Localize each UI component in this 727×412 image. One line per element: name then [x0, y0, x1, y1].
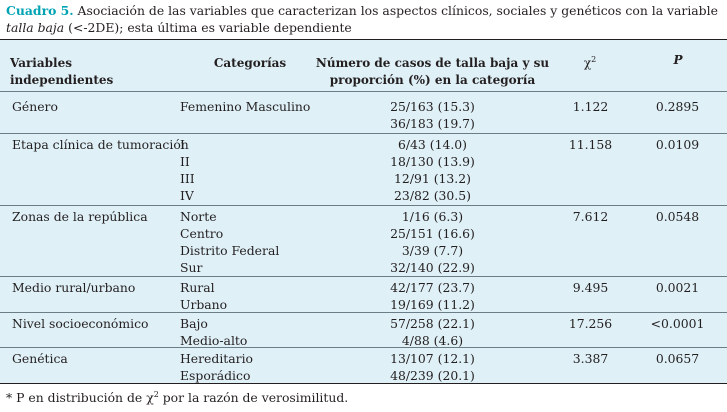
table-caption: Cuadro 5. Asociación de las variables qu…: [6, 2, 722, 36]
row-category: Distrito Federal: [180, 243, 280, 258]
row-variable: Nivel socioeconómico: [12, 316, 149, 331]
footnote-text-before: * P en distribución de: [6, 390, 147, 405]
row-cases: 3/39 (7.7): [401, 243, 464, 258]
row-category: IV: [180, 188, 194, 203]
header-rule: [0, 91, 727, 92]
row-cases: 18/130 (13.9): [390, 154, 475, 169]
row-category: Bajo: [180, 316, 208, 331]
row-category: Sur: [180, 260, 203, 275]
row-divider: [0, 347, 727, 348]
row-category: Femenino Masculino: [180, 99, 311, 114]
row-cases: 36/183 (19.7): [390, 116, 475, 131]
row-p-value: 0.0021: [655, 280, 700, 295]
row-p-value: 0.2895: [655, 99, 700, 114]
row-chi-square: 17.256: [568, 316, 613, 331]
row-category: Medio-alto: [180, 333, 248, 348]
header-categories: Categorías: [213, 56, 287, 70]
table-top-rule: [0, 39, 727, 40]
row-p-value: <0.0001: [650, 316, 705, 331]
caption-text-before: Asociación de las variables que caracter…: [73, 3, 718, 18]
row-category: III: [180, 171, 195, 186]
row-cases: 57/258 (22.1): [390, 316, 475, 331]
row-cases: 19/169 (11.2): [390, 297, 475, 312]
header-variables: Variables independientes: [10, 56, 114, 87]
row-chi-square: 7.612: [572, 209, 609, 224]
row-p-value: 0.0109: [655, 137, 700, 152]
row-chi-square: 3.387: [572, 351, 609, 366]
row-category: Centro: [180, 226, 224, 241]
row-cases: 25/151 (16.6): [390, 226, 475, 241]
data-table: Variables independientes Categorías Núme…: [0, 39, 727, 384]
row-p-value: 0.0548: [655, 209, 700, 224]
row-cases: 12/91 (13.2): [394, 171, 471, 186]
row-cases: 23/82 (30.5): [394, 188, 471, 203]
header-chi-square: χ2: [560, 55, 620, 72]
row-cases: 13/107 (12.1): [390, 351, 475, 366]
row-cases: 32/140 (22.9): [390, 260, 475, 275]
row-chi-square: 1.122: [572, 99, 609, 114]
row-cases: 42/177 (23.7): [390, 280, 475, 295]
row-p-value: 0.0657: [655, 351, 700, 366]
footnote-text-after: por la razón de verosimilitud.: [158, 390, 349, 405]
header-chi-superscript: 2: [591, 55, 597, 64]
row-category: II: [180, 154, 190, 169]
caption-label: Cuadro 5.: [6, 3, 74, 18]
header-cases-line2: proporción (%) en la categoría: [329, 73, 536, 87]
row-cases: 1/16 (6.3): [401, 209, 464, 224]
row-category: Rural: [180, 280, 215, 295]
row-category: Norte: [180, 209, 217, 224]
row-cases: 6/43 (14.0): [397, 137, 468, 152]
row-divider: [0, 205, 727, 206]
header-p: P: [673, 53, 683, 67]
row-category: Esporádico: [180, 368, 251, 383]
footnote-chi-superscript: 2: [153, 389, 159, 399]
row-variable: Genética: [12, 351, 68, 366]
row-category: Urbano: [180, 297, 228, 312]
row-cases: 25/163 (15.3): [390, 99, 475, 114]
row-variable: Etapa clínica de tumoración: [12, 137, 189, 152]
header-cases: Número de casos de talla baja y su propo…: [310, 55, 555, 89]
header-chi-symbol: χ: [583, 56, 592, 70]
caption-text-after: (<-2DE); esta última es variable dependi…: [64, 20, 352, 35]
footnote: * P en distribución de χ2 por la razón d…: [6, 389, 348, 406]
table-bottom-rule: [0, 383, 727, 384]
row-cases: 4/88 (4.6): [401, 333, 464, 348]
row-variable: Género: [12, 99, 58, 114]
row-cases: 48/239 (20.1): [390, 368, 475, 383]
row-divider: [0, 312, 727, 313]
row-divider: [0, 276, 727, 277]
header-cases-line1: Número de casos de talla baja y su: [315, 56, 550, 70]
row-chi-square: 11.158: [568, 137, 613, 152]
row-divider: [0, 133, 727, 134]
footnote-chi-symbol: χ: [146, 390, 154, 405]
row-category: I: [180, 137, 185, 152]
row-chi-square: 9.495: [572, 280, 609, 295]
row-category: Hereditario: [180, 351, 254, 366]
caption-italic-text: talla baja: [6, 20, 65, 35]
row-variable: Zonas de la república: [12, 209, 148, 224]
row-variable: Medio rural/urbano: [12, 280, 136, 295]
